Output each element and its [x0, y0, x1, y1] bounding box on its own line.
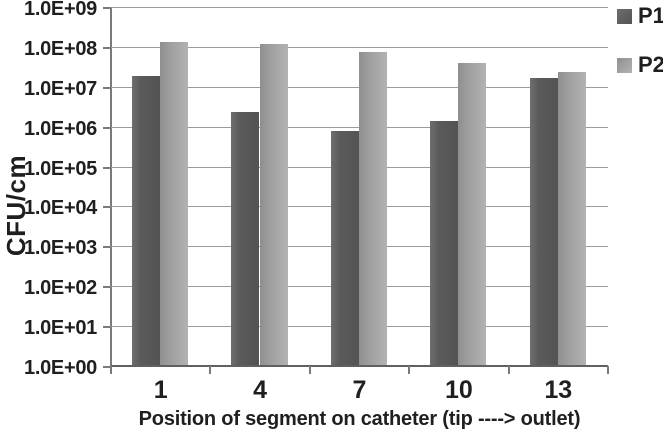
y-tick-label: 1.0E+00 [24, 357, 97, 379]
y-tick-mark [103, 166, 111, 169]
bar-P1-x13 [529, 77, 558, 366]
y-tick-label: 1.0E+04 [24, 197, 97, 220]
plot-area [111, 7, 608, 367]
y-tick-label: 1.0E+08 [24, 37, 97, 60]
legend-swatch-P1 [617, 8, 632, 24]
bar-P1-x10 [430, 120, 459, 366]
y-tick-label: 1.0E+07 [24, 77, 97, 100]
x-tick-mark [110, 366, 112, 374]
y-tick-mark [103, 86, 111, 89]
y-tick-mark [103, 7, 111, 9]
y-tick-label: 1.0E+03 [24, 237, 97, 260]
y-tick-mark [103, 326, 111, 329]
legend-label-P2: P2 [638, 52, 663, 77]
bar-P2-x4 [259, 43, 288, 366]
y-tick-mark [103, 206, 111, 209]
x-tick-label: 7 [352, 376, 367, 404]
bar-P2-x13 [557, 71, 586, 366]
y-tick-mark [103, 366, 111, 368]
gridline [111, 46, 608, 48]
x-tick-label: 1 [153, 376, 168, 404]
x-tick-label: 13 [544, 376, 573, 404]
y-tick-label: 1.0E+05 [24, 157, 97, 180]
bar-P1-x7 [330, 130, 359, 366]
legend-entry-P2: P2 [617, 52, 663, 77]
x-tick-mark [507, 366, 510, 374]
x-tick-mark [308, 366, 311, 374]
y-tick-mark [103, 126, 111, 129]
x-axis-line [111, 365, 608, 367]
legend-label-P1: P1 [638, 3, 663, 28]
x-tick-mark [408, 366, 411, 374]
bar-P1-x4 [231, 111, 260, 366]
x-tick-label: 4 [253, 376, 268, 404]
bar-P2-x1 [160, 42, 189, 366]
y-axis-line [110, 7, 112, 367]
x-tick-mark [607, 366, 609, 374]
legend-swatch-P2 [617, 57, 632, 73]
y-tick-mark [103, 246, 111, 249]
y-tick-label: 1.0E+09 [24, 0, 97, 20]
y-tick-mark [103, 286, 111, 289]
x-axis-title: Position of segment on catheter (tip ---… [138, 408, 581, 430]
gridline [111, 7, 608, 8]
y-tick-mark [103, 46, 111, 49]
y-tick-label: 1.0E+02 [24, 277, 97, 300]
legend-entry-P1: P1 [617, 3, 663, 28]
bar-P1-x1 [132, 75, 161, 366]
legend: P1 P2 [617, 3, 663, 102]
x-tick-mark [209, 366, 212, 374]
bar-P2-x7 [358, 51, 387, 366]
y-tick-label: 1.0E+06 [24, 117, 97, 140]
x-tick-label: 10 [444, 376, 473, 404]
bar-P2-x10 [458, 62, 487, 366]
y-tick-label: 1.0E+01 [24, 317, 97, 340]
